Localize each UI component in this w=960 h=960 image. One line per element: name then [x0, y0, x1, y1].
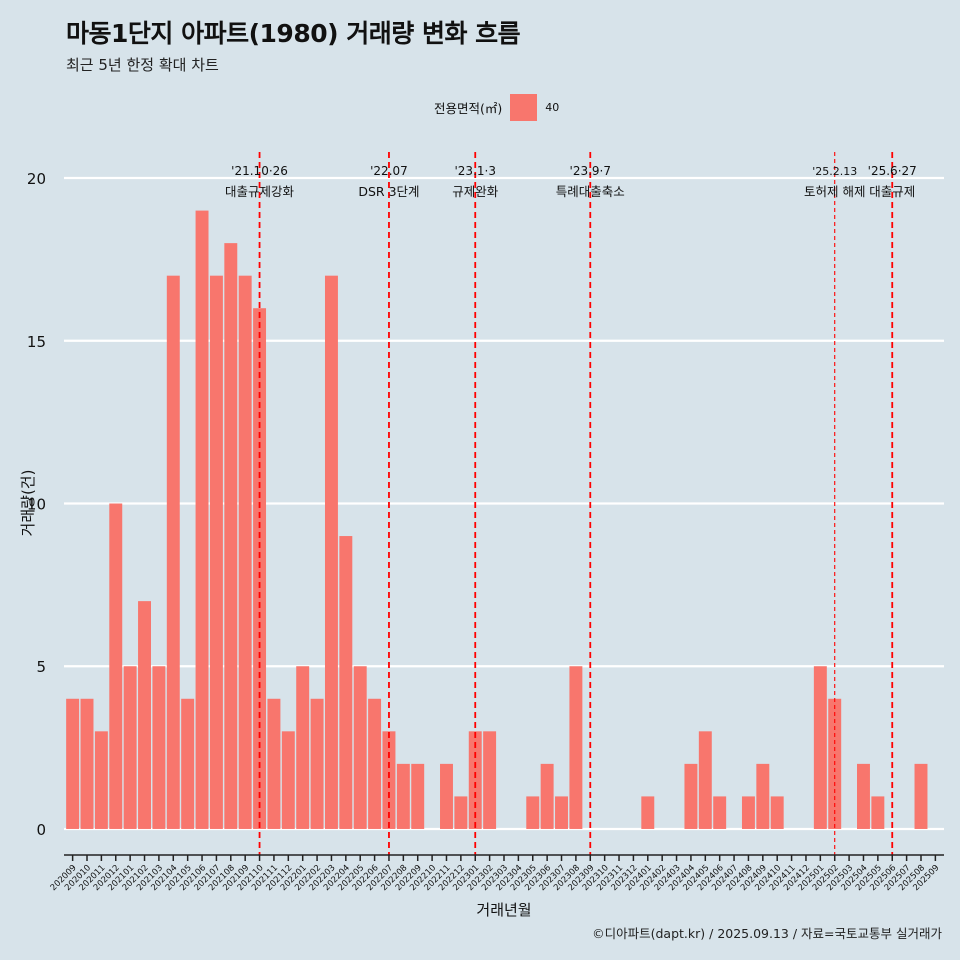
y-tick-label: 0 — [36, 821, 46, 839]
x-axis-title: 거래년월 — [476, 901, 531, 919]
y-tick-label: 10 — [27, 496, 46, 514]
y-axis: 0 5 10 15 20 — [27, 170, 46, 839]
bar — [66, 698, 80, 829]
event-label: DSR 3단계 — [358, 184, 419, 199]
event-label: 대출규제강화 — [225, 184, 295, 199]
bar — [770, 796, 784, 829]
bar — [454, 796, 468, 829]
bar — [483, 731, 497, 829]
bar — [138, 601, 151, 829]
legend-title: 전용면적(㎡) — [434, 100, 503, 116]
bar — [267, 698, 281, 829]
bar — [94, 731, 108, 829]
bar — [209, 275, 223, 829]
bar — [123, 666, 137, 829]
bar — [253, 308, 267, 829]
chart-title: 마동1단지 아파트(1980) 거래량 변화 흐름 — [66, 19, 521, 48]
source-caption: ©디아파트(dapt.kr) / 2025.09.13 / 자료=국토교통부 실… — [592, 926, 942, 941]
y-tick-label: 20 — [27, 170, 46, 188]
bar — [224, 243, 238, 829]
y-axis-title: 거래량(건) — [19, 470, 37, 537]
bar — [152, 666, 166, 829]
event-date: '25.6·27 — [868, 164, 917, 178]
bar — [713, 796, 727, 829]
bar — [382, 731, 396, 829]
bar — [641, 796, 655, 829]
bar — [741, 796, 755, 829]
bar — [109, 503, 123, 829]
bar — [181, 698, 195, 829]
event-label: 특례대출축소 — [556, 184, 625, 199]
event-annotations: '21.10·26 대출규제강화 '22.07 DSR 3단계 '23.1·3 규제완화 '… — [225, 164, 917, 199]
legend-color-swatch — [510, 93, 538, 121]
bar — [569, 666, 583, 829]
bar — [238, 275, 252, 829]
bar — [195, 210, 209, 829]
bar — [368, 698, 382, 829]
bar — [526, 796, 540, 829]
y-tick-label: 5 — [36, 658, 46, 676]
event-date: '22.07 — [370, 164, 408, 178]
bar — [756, 763, 770, 829]
bar — [914, 763, 928, 829]
bar — [871, 796, 885, 829]
event-label: 토허제 해제 — [804, 184, 865, 199]
bar — [339, 536, 353, 829]
chart-subtitle: 최근 5년 한정 확대 차트 — [66, 56, 219, 74]
bar — [540, 763, 554, 829]
event-label: 규제완화 — [452, 184, 499, 199]
legend: 전용면적(㎡) 40 — [434, 93, 559, 121]
event-date: '25.2.13 — [812, 165, 857, 178]
bar — [813, 666, 827, 829]
bar — [440, 763, 453, 829]
bar — [555, 796, 568, 829]
bars — [66, 210, 928, 829]
bar — [396, 763, 410, 829]
bar — [468, 731, 482, 829]
bar — [857, 763, 870, 829]
x-axis: 2020092020102020112020122021012021022021… — [49, 854, 944, 893]
event-date: '23.1·3 — [455, 164, 496, 178]
event-label: 대출규제 — [869, 184, 915, 199]
bar — [684, 763, 698, 829]
y-tick-label: 15 — [27, 333, 46, 351]
legend-label: 40 — [545, 100, 560, 114]
bar — [281, 731, 295, 829]
bar — [698, 731, 712, 829]
event-date: '23.9·7 — [570, 164, 611, 178]
bar — [80, 698, 94, 829]
bar — [324, 275, 338, 829]
bar — [411, 763, 425, 829]
event-lines — [258, 152, 894, 855]
event-date: '21.10·26 — [231, 164, 288, 178]
bar — [353, 666, 367, 829]
bar — [310, 698, 324, 829]
bar — [166, 275, 180, 829]
bar — [296, 666, 310, 829]
